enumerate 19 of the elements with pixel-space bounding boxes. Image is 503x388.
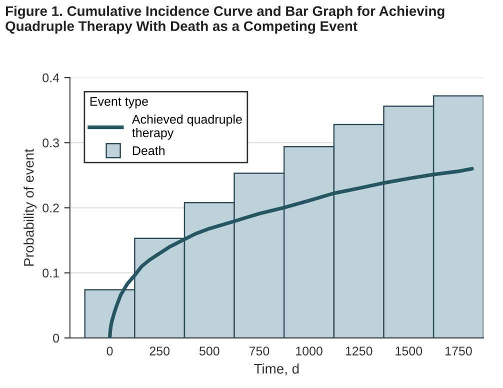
y-tick-label: 0.1 xyxy=(42,268,59,278)
legend-label: Death xyxy=(132,146,164,156)
y-tick-label: 0.3 xyxy=(42,138,59,148)
x-tick-label: 250 xyxy=(150,346,170,356)
x-tick-label: 500 xyxy=(199,346,220,356)
x-tick-label: 1500 xyxy=(396,346,422,356)
x-tick-label: 750 xyxy=(249,346,270,356)
x-tick-label: 1250 xyxy=(346,346,372,356)
x-tick-label: 1750 xyxy=(446,346,472,356)
legend-label: Achieved quadruple therapy xyxy=(132,114,242,140)
x-axis-title: Time, d xyxy=(254,363,299,376)
y-axis-title: Probability of event xyxy=(24,148,37,266)
legend-title: Event type xyxy=(90,97,148,108)
x-tick-label: 1000 xyxy=(296,346,322,356)
chart-title: Figure 1. Cumulative Incidence Curve and Bar Graph for Achieving Quadruple Therapy With Death as a Competing Event xyxy=(6,6,444,34)
y-tick-label: 0.4 xyxy=(42,73,60,82)
y-tick-label: 0 xyxy=(53,334,60,343)
x-tick-label: 0 xyxy=(106,346,113,356)
y-tick-label: 0.2 xyxy=(42,204,59,212)
